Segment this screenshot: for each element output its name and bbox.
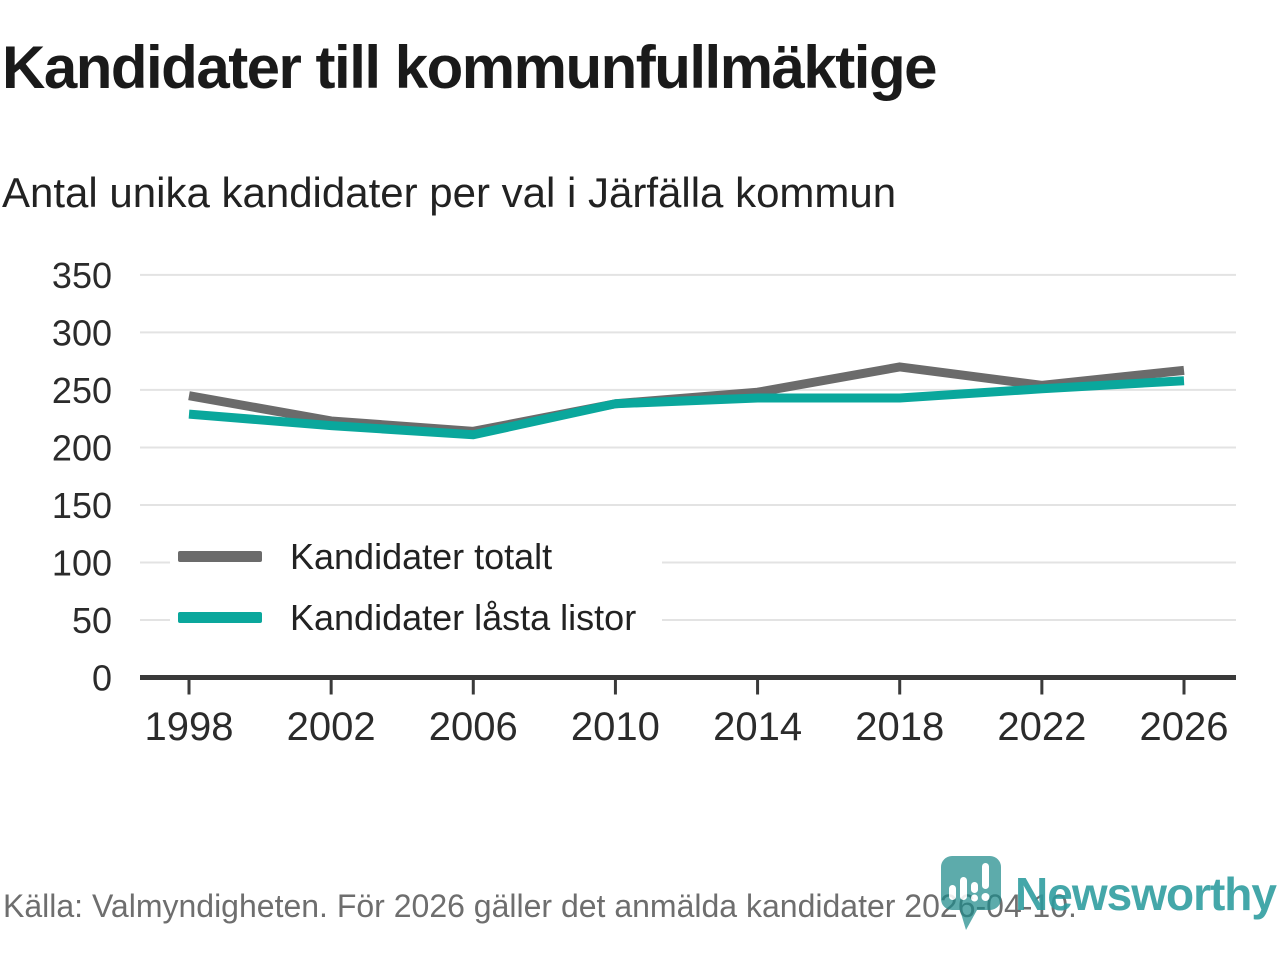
y-axis-tick-label: 200 [52, 427, 112, 468]
x-axis-tick-label: 2010 [571, 705, 660, 749]
y-axis-tick-label: 300 [52, 312, 112, 353]
x-axis-tick-label: 2026 [1140, 705, 1229, 749]
y-axis-tick-label: 150 [52, 485, 112, 526]
x-axis-tick-label: 2022 [997, 705, 1086, 749]
y-axis-tick-label: 50 [72, 600, 112, 641]
legend-swatch-totalt [178, 551, 262, 562]
x-axis-tick-label: 1998 [145, 705, 234, 749]
newsworthy-logo: Newsworthy [939, 854, 1277, 934]
newsworthy-wordmark: Newsworthy [1015, 868, 1277, 920]
series-line-lasta-listor [188, 376, 1185, 440]
chart-subtitle: Antal unika kandidater per val i Järfäll… [2, 169, 897, 216]
x-axis-tick-label: 2018 [855, 705, 944, 749]
newsworthy-pin-barchart-icon [941, 856, 1002, 930]
legend-item-totalt: Kandidater totalt [178, 526, 636, 587]
y-axis-tick-label: 0 [92, 658, 112, 699]
legend-label-lasta-listor: Kandidater låsta listor [290, 596, 637, 638]
legend-item-lasta-listor: Kandidater låsta listor [178, 587, 636, 648]
legend-swatch-lasta-listor [178, 612, 262, 623]
y-axis-tick-label: 250 [52, 370, 112, 411]
x-axis-tick-label: 2002 [287, 705, 376, 749]
source-note: Källa: Valmyndigheten. För 2026 gäller d… [3, 888, 1077, 924]
series-line-totalt [188, 362, 1185, 436]
legend: Kandidater totalt Kandidater låsta listo… [170, 524, 663, 654]
chart-title: Kandidater till kommunfullmäktige [2, 34, 937, 101]
legend-label-totalt: Kandidater totalt [290, 535, 553, 577]
y-axis-tick-label: 350 [52, 255, 112, 296]
x-axis-tick-label: 2006 [429, 705, 518, 749]
y-axis-tick-label: 100 [52, 542, 112, 583]
x-axis-tick-label: 2014 [713, 705, 802, 749]
